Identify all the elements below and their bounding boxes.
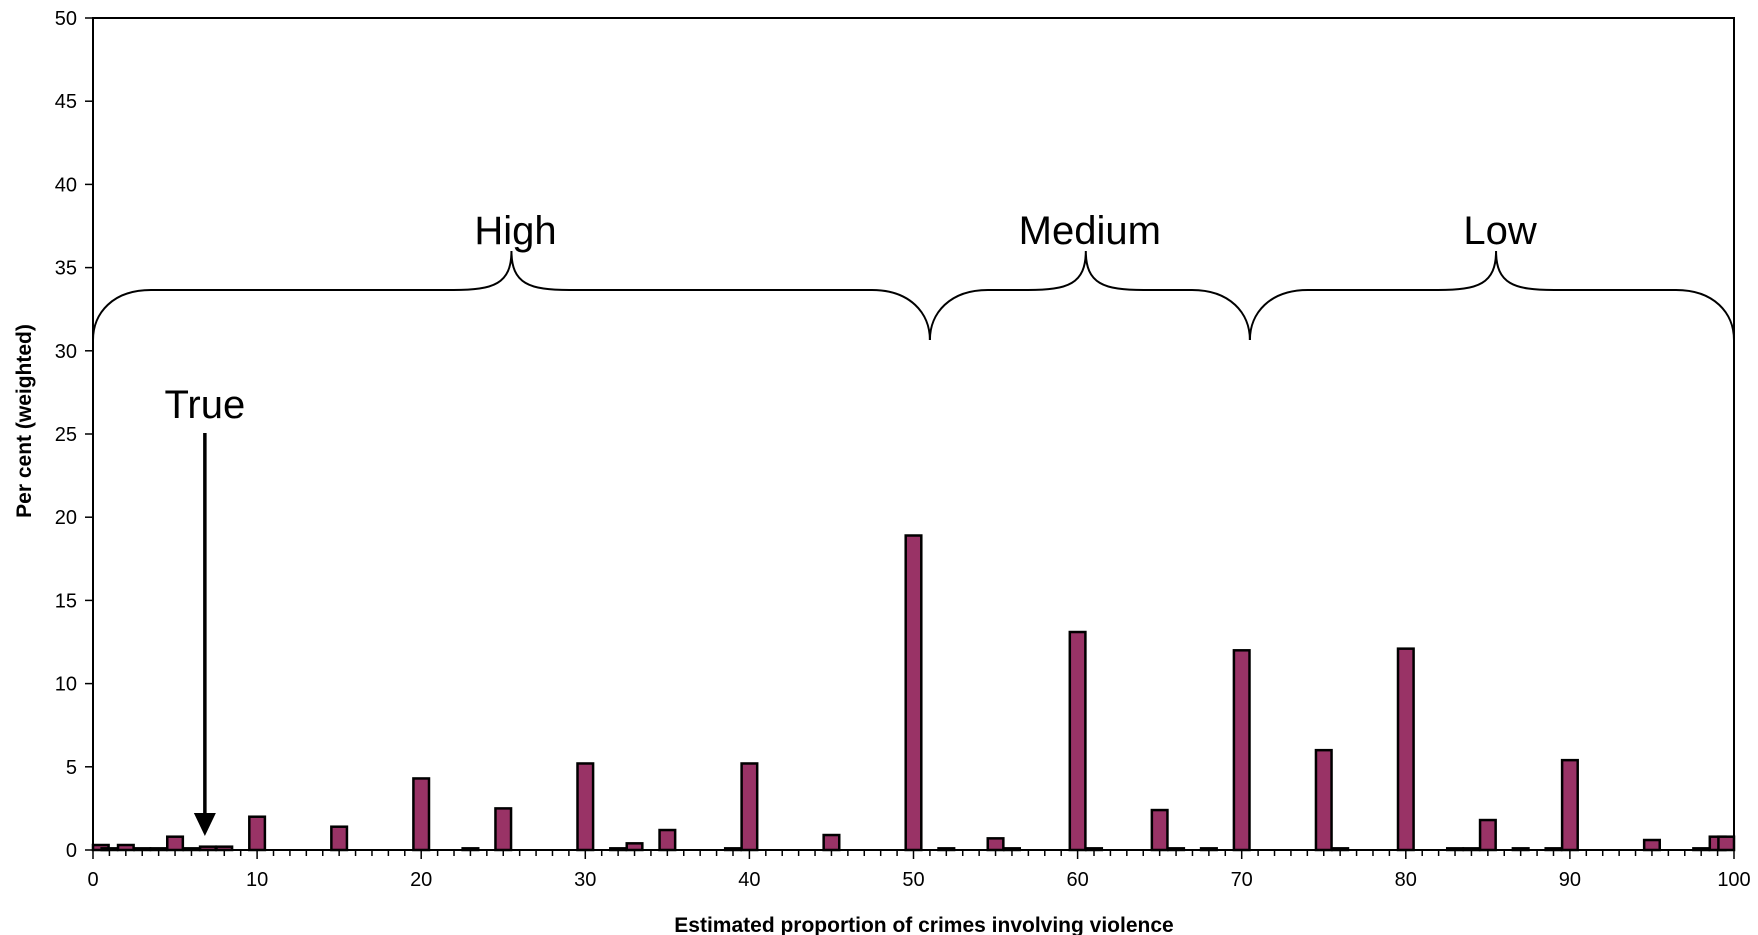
x-tick-label: 80	[1395, 869, 1417, 891]
bar	[1314, 748, 1333, 852]
bar	[740, 762, 759, 852]
bar	[658, 828, 677, 852]
y-tick-label: 45	[55, 91, 77, 113]
group-brace	[928, 250, 1251, 341]
bars-layer	[91, 534, 1736, 852]
annotation-layer: High Medium Low True	[92, 209, 1735, 836]
bar	[1642, 838, 1661, 852]
y-tick-label: 30	[55, 341, 77, 363]
x-tick-label: 100	[1717, 869, 1750, 891]
bar	[1396, 647, 1415, 852]
group-label: High	[474, 209, 556, 253]
bar	[986, 837, 1005, 852]
true-label: True	[164, 383, 245, 427]
y-tick-label: 50	[55, 8, 77, 30]
x-tick-label: 90	[1559, 869, 1581, 891]
y-axis-title: Per cent (weighted)	[13, 324, 36, 518]
bar	[330, 825, 349, 852]
x-tick-label: 30	[574, 869, 596, 891]
x-axis-title: Estimated proportion of crimes involving…	[674, 914, 1173, 935]
plot-frame	[92, 17, 1735, 851]
group-label: Medium	[1019, 209, 1161, 253]
y-tick-label: 35	[55, 258, 77, 280]
x-tick-label: 10	[246, 869, 268, 891]
group-label: Low	[1463, 209, 1536, 253]
bar	[1478, 818, 1497, 852]
y-tick-label: 25	[55, 424, 77, 446]
bar	[248, 815, 267, 852]
bar	[1717, 835, 1736, 852]
y-tick-label: 20	[55, 507, 77, 529]
x-tick-label: 60	[1066, 869, 1088, 891]
x-tick-label: 50	[902, 869, 924, 891]
y-tick-label: 10	[55, 674, 77, 696]
bar	[412, 777, 431, 852]
y-tick-label: 40	[55, 174, 77, 196]
y-tick-label: 5	[66, 757, 77, 779]
x-tick-label: 0	[87, 869, 98, 891]
true-arrow-head	[193, 813, 216, 836]
bar	[1560, 758, 1579, 852]
group-brace	[92, 250, 931, 341]
bar	[494, 807, 513, 852]
bar	[1068, 630, 1087, 852]
bar	[904, 534, 923, 852]
bar	[166, 835, 185, 852]
x-tick-label: 70	[1231, 869, 1253, 891]
bar	[822, 833, 841, 852]
axis-ticks-layer: 0 5 10 15 20 25 30 35 40 45 50 0 10 20 30 40 50 60 70 80 90 1…	[55, 8, 1751, 891]
bar	[1232, 649, 1251, 852]
x-tick-label: 20	[410, 869, 432, 891]
bar	[1150, 808, 1169, 852]
group-brace	[1248, 250, 1735, 341]
y-tick-label: 15	[55, 590, 77, 612]
bar	[576, 762, 595, 852]
x-tick-label: 40	[738, 869, 760, 891]
y-tick-label: 0	[66, 840, 77, 862]
